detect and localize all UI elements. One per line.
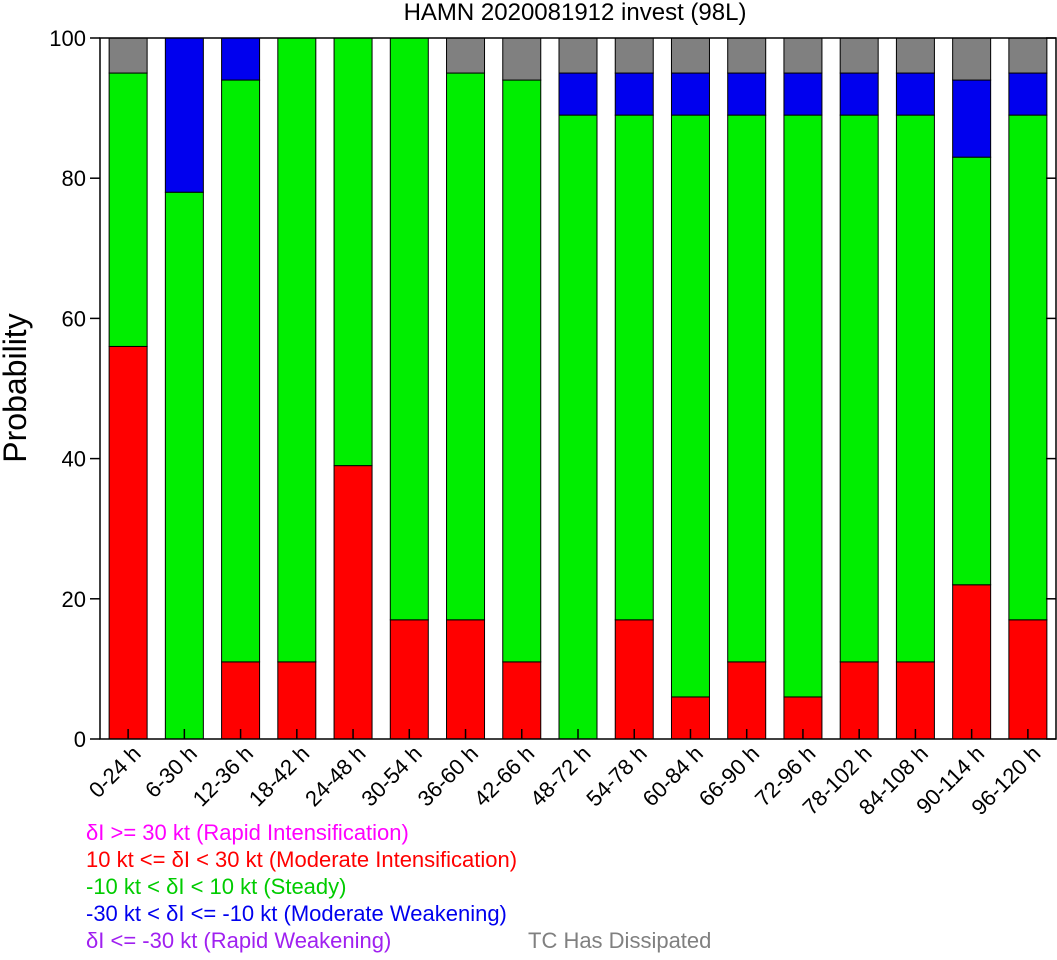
y-tick-label: 0 <box>74 727 86 752</box>
bar-segment <box>614 72 654 116</box>
bar-segment <box>502 661 542 740</box>
y-tick-label: 60 <box>62 306 86 331</box>
legend: δI >= 30 kt (Rapid Intensification) 10 k… <box>86 819 711 954</box>
bar-segment <box>895 114 935 663</box>
bar-segment <box>895 37 935 74</box>
x-tick-label: 18-42 h <box>244 741 314 811</box>
legend-steady: -10 kt < δI < 10 kt (Steady) <box>86 874 347 899</box>
bar-segment <box>727 114 767 663</box>
y-tick-label: 40 <box>62 447 86 472</box>
legend-dissipated: TC Has Dissipated <box>528 928 712 953</box>
x-tick-label: 60-84 h <box>638 741 708 811</box>
bar-segment <box>727 661 767 740</box>
bar-segment <box>389 619 429 740</box>
y-axis: 0 20 40 60 80 100 <box>49 26 1056 752</box>
bar-segment <box>783 114 823 698</box>
bar-segment <box>839 37 879 74</box>
bar-segment <box>670 72 710 116</box>
bar-segment <box>1008 619 1048 740</box>
bar-segment <box>333 465 373 740</box>
bar-segment <box>164 37 204 193</box>
bar-segment <box>558 37 598 74</box>
bar-segment <box>952 79 992 158</box>
bar-segment <box>446 72 486 621</box>
x-tick-label: 0-24 h <box>84 741 146 803</box>
legend-rapid-intensification: δI >= 30 kt (Rapid Intensification) <box>86 820 409 845</box>
bar-segment <box>558 114 598 740</box>
x-tick-label: 24-48 h <box>300 741 370 811</box>
bar-segment <box>446 619 486 740</box>
bar-segment <box>727 72 767 116</box>
bar-segment <box>670 37 710 74</box>
bar-segment <box>389 37 429 621</box>
bar-segment <box>164 191 204 740</box>
y-tick-label: 20 <box>62 587 86 612</box>
y-axis-label: Probability <box>0 313 33 462</box>
bar-segment <box>221 79 261 663</box>
bar-segment <box>1008 37 1048 74</box>
bars-group <box>108 37 1048 740</box>
bar-segment <box>108 345 148 740</box>
bar-segment <box>614 114 654 621</box>
bar-segment <box>277 661 317 740</box>
bar-segment <box>614 37 654 74</box>
bar-segment <box>333 37 373 467</box>
bar-segment <box>952 156 992 586</box>
x-tick-label: 36-60 h <box>413 741 483 811</box>
bar-segment <box>952 584 992 740</box>
legend-rapid-weakening: δI <= -30 kt (Rapid Weakening) <box>86 928 392 953</box>
bar-segment <box>839 72 879 116</box>
bar-segment <box>1008 114 1048 621</box>
bar-segment <box>952 37 992 81</box>
x-axis: 0-24 h6-30 h12-36 h18-42 h24-48 h30-54 h… <box>84 729 1045 820</box>
legend-moderate-weakening: -30 kt < δI <= -10 kt (Moderate Weakenin… <box>86 901 507 926</box>
bar-segment <box>670 114 710 698</box>
chart-title: HAMN 2020081912 invest (98L) <box>404 0 747 26</box>
x-tick-label: 42-66 h <box>469 741 539 811</box>
y-tick-label: 80 <box>62 166 86 191</box>
bar-segment <box>446 37 486 74</box>
bar-segment <box>108 72 148 347</box>
bar-segment <box>727 37 767 74</box>
x-tick-label: 30-54 h <box>356 741 426 811</box>
x-tick-label: 66-90 h <box>694 741 764 811</box>
bar-segment <box>839 661 879 740</box>
bar-segment <box>614 619 654 740</box>
legend-moderate-intensification: 10 kt <= δI < 30 kt (Moderate Intensific… <box>86 847 518 872</box>
bar-segment <box>783 37 823 74</box>
bar-segment <box>502 37 542 81</box>
bar-segment <box>1008 72 1048 116</box>
x-tick-label: 48-72 h <box>525 741 595 811</box>
bar-segment <box>277 37 317 663</box>
bar-segment <box>502 79 542 663</box>
bar-segment <box>783 72 823 116</box>
bar-segment <box>558 72 598 116</box>
bar-segment <box>221 37 261 81</box>
bar-segment <box>895 72 935 116</box>
bar-segment <box>895 661 935 740</box>
bar-segment <box>221 661 261 740</box>
x-tick-label: 54-78 h <box>581 741 651 811</box>
bar-segment <box>108 37 148 74</box>
bar-segment <box>839 114 879 663</box>
x-tick-label: 12-36 h <box>188 741 258 811</box>
y-tick-label: 100 <box>49 26 86 51</box>
